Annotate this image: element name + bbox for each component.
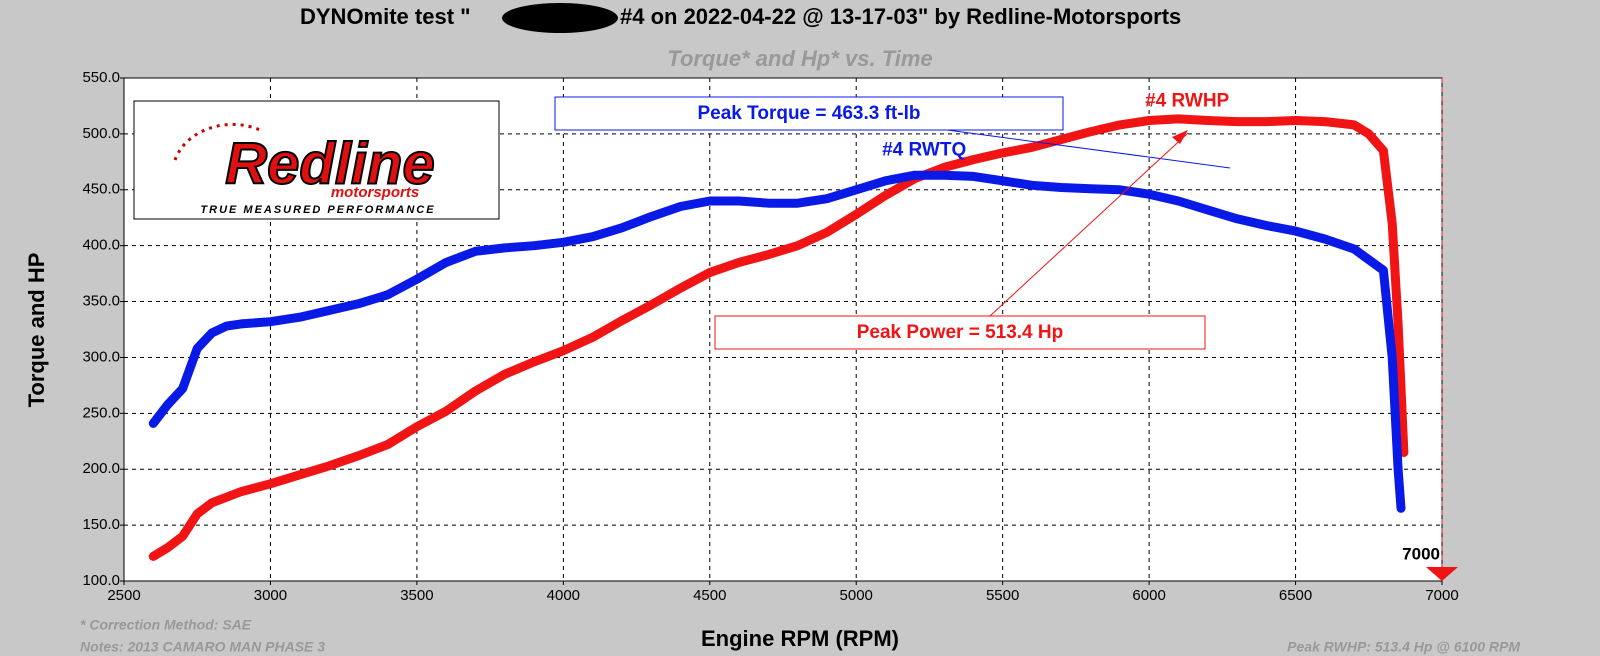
y-tick-label: 200.0 [82, 460, 120, 477]
x-tick-label: 2500 [107, 587, 140, 604]
y-tick-label: 350.0 [82, 293, 120, 310]
annotation-box [714, 315, 1206, 350]
x-tick-label: 3500 [400, 587, 433, 604]
logo-tagline: TRUE MEASURED PERFORMANCE [200, 204, 435, 216]
x-tick-label: 4000 [547, 587, 580, 604]
legend-label: #4 RWTQ [882, 140, 966, 161]
y-tick-label: 100.0 [82, 572, 120, 589]
annotation-arrowhead [1172, 130, 1188, 144]
x-tick-label: 5000 [840, 587, 873, 604]
x-tick-label: 6000 [1132, 587, 1165, 604]
x-tick-label: 5500 [986, 587, 1019, 604]
chart-subtitle: Torque* and Hp* vs. Time [667, 46, 932, 71]
y-tick-label: 450.0 [82, 181, 120, 198]
rpm-marker [1426, 567, 1458, 581]
annotation-text: Peak Torque = 463.3 ft-lb [698, 103, 921, 124]
logo-name: Redline [225, 131, 435, 196]
logo-box [133, 100, 500, 220]
annotation-text: Peak Power = 513.4 Hp [857, 322, 1063, 343]
logo-sub: motorsports [331, 184, 419, 201]
annotation-arrow [939, 128, 1231, 169]
y-tick-label: 300.0 [82, 348, 120, 365]
footer-text: * Correction Method: SAE [80, 617, 252, 633]
y-tick-label: 400.0 [82, 237, 120, 254]
footer-text: Notes: 2013 CAMARO MAN PHASE 3 [80, 639, 325, 655]
y-tick-label: 500.0 [82, 125, 120, 142]
annotation-box [554, 96, 1064, 131]
y-axis-label: Torque and HP [24, 253, 49, 408]
x-tick-label: 3000 [254, 587, 287, 604]
chart-title: #4 on 2022-04-22 @ 13-17-03" by Redline-… [620, 4, 1181, 29]
y-tick-label: 250.0 [82, 404, 120, 421]
x-tick-label: 4500 [693, 587, 726, 604]
y-tick-label: 150.0 [82, 516, 120, 533]
chart-title: DYNOmite test " [300, 4, 471, 29]
annotations: Peak Torque = 463.3 ft-lb Peak Power = 5… [554, 96, 1231, 350]
redaction [502, 3, 618, 33]
x-tick-label: 7000 [1425, 587, 1458, 604]
footer-text: Peak RWHP: 513.4 Hp @ 6100 RPM [1287, 639, 1520, 655]
legend-label: #4 RWHP [1145, 90, 1229, 111]
logo: Redline motorsports TRUE MEASURED PERFOR… [133, 100, 500, 220]
x-tick-label: 6500 [1279, 587, 1312, 604]
x-axis-label: Engine RPM (RPM) [701, 626, 899, 651]
rpm-marker-label: 7000 [1402, 544, 1440, 563]
series-line [148, 114, 1409, 561]
series-group [148, 114, 1409, 561]
annotation-arrow [989, 132, 1189, 317]
series-line [148, 170, 1406, 513]
y-tick-label: 550.0 [82, 69, 120, 86]
